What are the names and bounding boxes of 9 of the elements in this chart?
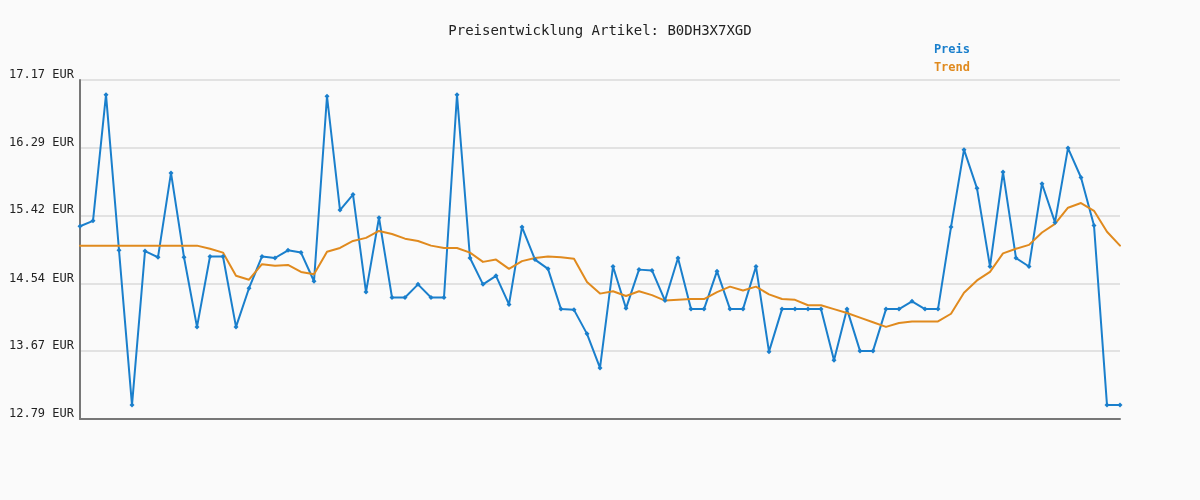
y-tick-label: 16.29 EUR [8,135,75,150]
text: Preis [933,42,970,56]
y-tick-label: 12.79 EUR [8,406,75,420]
text: Trend [933,60,970,74]
y-tick-label: 14.54 EUR [8,270,75,285]
y-tick-label: 15.42 EUR [8,202,75,217]
y-tick-label: 13.67 EUR [8,337,75,352]
y-tick-label: 17.17 EUR [8,67,75,81]
chart-title: Preisentwicklung Artikel: B0DH3X7XGD [448,22,752,38]
